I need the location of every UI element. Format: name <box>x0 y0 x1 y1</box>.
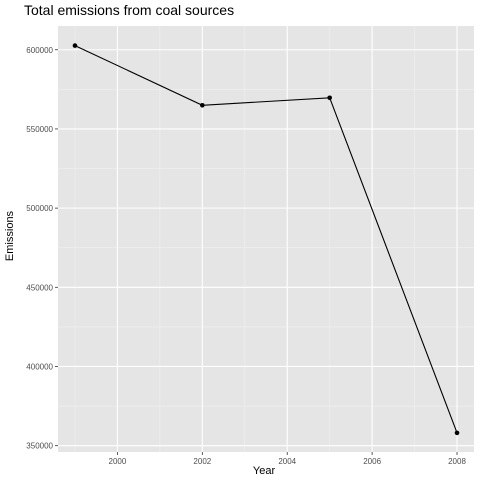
y-tick-label: 500000 <box>26 204 53 213</box>
y-tick-label: 600000 <box>26 46 53 55</box>
y-axis-title: Emissions <box>4 210 16 261</box>
x-tick-label: 2008 <box>448 457 466 466</box>
series-line <box>74 45 458 434</box>
data-point <box>200 102 205 108</box>
data-point <box>454 430 460 436</box>
x-tick-label: 2004 <box>278 457 296 466</box>
y-tick-label: 350000 <box>26 442 53 451</box>
y-tick-label: 450000 <box>26 283 53 292</box>
x-axis-title: Year <box>253 465 276 477</box>
grid <box>58 26 474 452</box>
data-point <box>327 95 332 101</box>
x-tick-label: 2002 <box>193 457 211 466</box>
x-tick-label: 2006 <box>363 457 381 466</box>
y-tick-label: 400000 <box>26 362 53 371</box>
series-group <box>72 43 460 436</box>
y-tick-label: 550000 <box>26 125 53 134</box>
x-tick-label: 2000 <box>109 457 127 466</box>
data-point <box>72 43 78 48</box>
plot-panel <box>58 26 474 452</box>
axis-ticks: 2000 2002 2004 2006 2008 350000 400000 450000 50… <box>26 46 466 466</box>
chart-title: Total emissions from coal sources <box>24 2 234 18</box>
